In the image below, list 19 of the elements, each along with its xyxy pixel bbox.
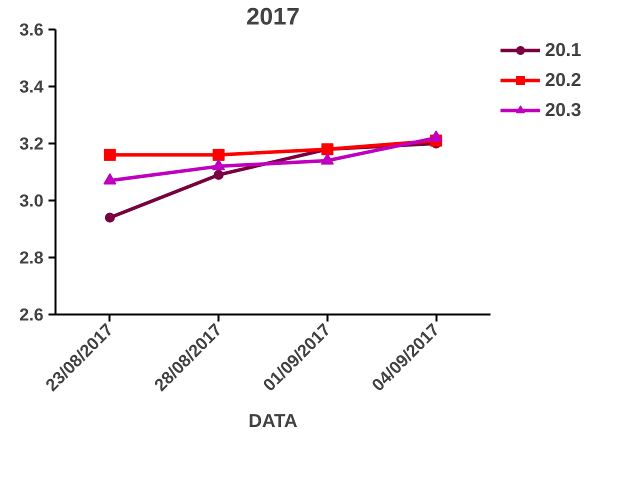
x-axis-title: DATA <box>248 410 298 431</box>
y-tick-label: 3.2 <box>19 134 44 154</box>
y-tick-label: 2.6 <box>19 304 44 324</box>
point <box>104 148 116 161</box>
point <box>214 170 224 180</box>
chart-title: 2017 <box>246 4 300 30</box>
y-tick-label: 3.0 <box>19 190 44 210</box>
point <box>212 158 226 170</box>
point <box>320 153 334 165</box>
y-tick-label: 3.4 <box>19 76 44 96</box>
point <box>430 130 443 142</box>
point <box>212 148 225 161</box>
y-tick-label: 2.8 <box>19 248 44 268</box>
legend-label: 20.3 <box>545 99 582 121</box>
point <box>103 173 116 185</box>
legend-label: 20.1 <box>545 39 582 61</box>
y-tick-label: 3.6 <box>19 20 44 40</box>
point <box>104 212 115 223</box>
legend-label: 20.2 <box>545 69 582 91</box>
